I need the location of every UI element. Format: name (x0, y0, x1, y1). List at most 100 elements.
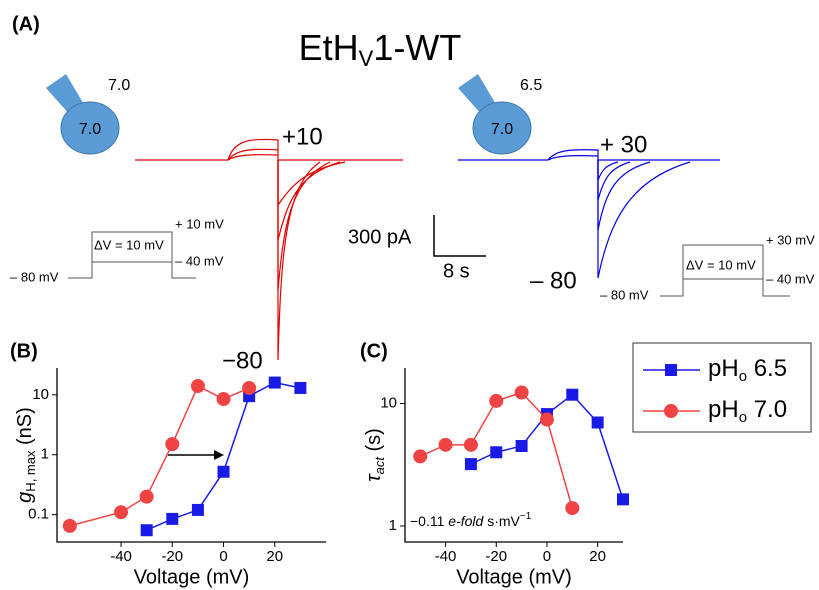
hold-label: – 80 (530, 267, 577, 294)
panel-label: (A) (12, 13, 40, 35)
protocol-label: – 40 mV (766, 271, 815, 286)
protocol-label: – 80 mV (10, 269, 59, 284)
x-tick-label: -20 (161, 548, 183, 565)
y-label-sub: H, max (23, 450, 38, 492)
step-label: +10 (282, 123, 323, 150)
marker (268, 376, 281, 389)
y-label-main: τ (363, 473, 385, 482)
y-tick-label: 10 (32, 386, 49, 403)
marker (216, 392, 231, 407)
panel-label: (B) (10, 340, 38, 362)
x-axis-label: Voltage (mV) (134, 566, 250, 588)
title-rest: 1-WT (373, 27, 461, 68)
marker (191, 503, 204, 516)
panel-label: (C) (360, 340, 388, 362)
y-axis-label: gH, max (nS) (14, 407, 38, 503)
scale-bar (433, 215, 486, 257)
y-label-rest: (nS) (14, 407, 36, 450)
marker (515, 439, 528, 452)
y-tick-label: 1 (41, 446, 49, 463)
trace (597, 160, 691, 279)
trace (227, 154, 279, 161)
annotation-unit: s·mV (487, 513, 520, 529)
y-tick-label: 0.1 (28, 506, 49, 523)
marker (190, 379, 205, 394)
x-tick-label: -40 (110, 548, 132, 565)
cell (60, 101, 120, 155)
trace (277, 160, 321, 361)
arrow-head (214, 450, 224, 460)
trace (227, 148, 279, 161)
x-tick-label: 20 (266, 548, 283, 565)
axis (56, 368, 326, 543)
trace (135, 138, 403, 161)
legend-box (632, 342, 812, 433)
marker (165, 437, 180, 452)
y-label-main: g (14, 492, 36, 503)
marker (166, 512, 179, 525)
x-tick-label: -40 (435, 548, 457, 565)
marker (294, 381, 307, 394)
protocol-label: – 80 mV (600, 287, 649, 302)
marker (139, 489, 154, 504)
step-label: + 30 (600, 131, 647, 158)
marker (413, 449, 428, 464)
protocol-label: – 40 mV (175, 253, 224, 268)
bath-ph: 7.0 (108, 77, 130, 94)
marker (514, 385, 529, 400)
scale-current: 300 pA (348, 226, 412, 248)
marker (665, 364, 677, 376)
marker (617, 493, 629, 506)
trace (597, 160, 619, 181)
annotation-italic: e-fold (448, 513, 484, 529)
y-label-sub: act (372, 456, 387, 475)
y-label-rest: (s) (363, 428, 385, 457)
y-tick-label: 1 (389, 517, 397, 534)
annotation: −0.11 e-fold s·mV−1 (410, 511, 532, 529)
legend-label: pHo 6.5 (708, 355, 787, 385)
marker (242, 380, 257, 395)
title-sub: V (359, 46, 374, 71)
protocol-label: ΔV = 10 mV (686, 257, 756, 272)
marker (217, 465, 230, 478)
annotation-sup: −1 (520, 511, 532, 522)
marker (566, 388, 579, 401)
marker (664, 404, 678, 418)
current-traces (135, 138, 403, 361)
marker (463, 437, 478, 452)
annotation-value: −0.11 (410, 513, 445, 529)
marker (464, 458, 477, 471)
protocol-label: + 30 mV (766, 232, 815, 247)
scale-time: 8 s (443, 260, 470, 282)
pipette-ph: 7.0 (491, 121, 513, 138)
legend-label: pHo 7.0 (708, 396, 787, 426)
trace (597, 160, 631, 201)
series-line (69, 385, 250, 527)
figure-title: EtHV1-WT (299, 27, 462, 71)
trace (277, 160, 346, 207)
x-tick-label: 0 (543, 548, 551, 565)
voltage-protocol (68, 231, 196, 279)
marker (62, 518, 77, 533)
y-axis-label: τact (s) (363, 428, 387, 482)
y-tick-label: 10 (380, 394, 397, 411)
marker (489, 393, 504, 408)
protocol-label: + 10 mV (175, 216, 224, 231)
x-axis-label: Voltage (mV) (456, 566, 572, 588)
bath-ph: 6.5 (520, 77, 542, 94)
marker (140, 524, 153, 537)
voltage-protocol (660, 244, 790, 297)
marker (490, 446, 503, 459)
trace (547, 155, 599, 161)
marker (565, 501, 580, 516)
marker (539, 412, 554, 427)
hold-label: −80 (222, 347, 263, 374)
marker (591, 416, 604, 429)
pipette-ph: 7.0 (79, 121, 101, 138)
marker (438, 437, 453, 452)
axis (404, 368, 623, 543)
x-tick-label: 20 (589, 548, 606, 565)
x-tick-label: 0 (219, 548, 227, 565)
